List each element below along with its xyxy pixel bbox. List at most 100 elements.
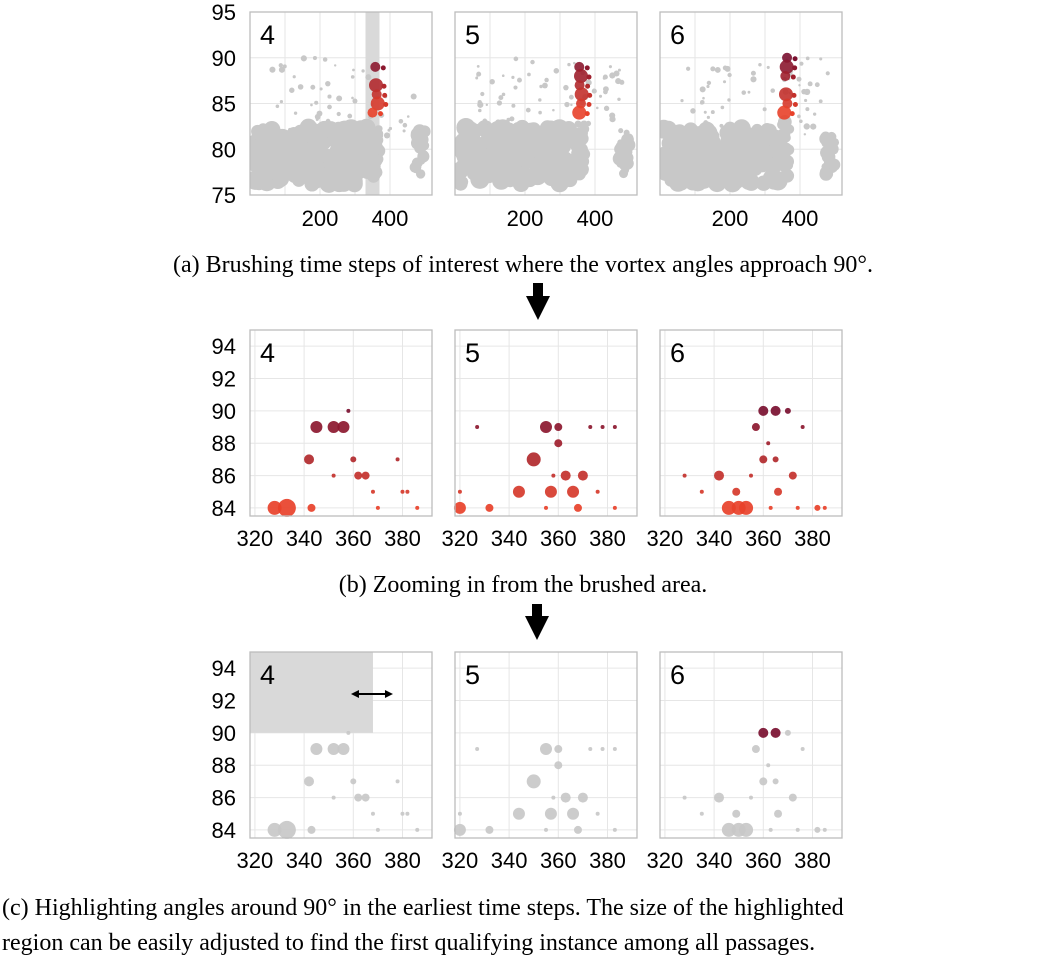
data-point xyxy=(768,827,773,832)
y-tick-label: 84 xyxy=(212,496,236,521)
point xyxy=(721,144,727,150)
point xyxy=(482,136,489,143)
data-point xyxy=(814,826,821,833)
point xyxy=(387,128,391,132)
point xyxy=(766,137,774,144)
point xyxy=(327,94,332,99)
point xyxy=(686,66,691,71)
point xyxy=(285,137,291,142)
point xyxy=(506,158,519,170)
point xyxy=(475,76,479,80)
point xyxy=(525,142,530,147)
x-tick-label: 400 xyxy=(372,206,409,231)
point xyxy=(410,93,417,100)
point xyxy=(378,132,382,136)
point xyxy=(372,164,381,173)
highlighted-point xyxy=(584,65,590,71)
data-point xyxy=(551,473,556,478)
point xyxy=(570,103,573,107)
arrow-down-icon xyxy=(525,604,549,640)
point xyxy=(618,169,629,179)
point xyxy=(572,166,586,181)
point xyxy=(517,153,531,168)
background-points xyxy=(455,56,636,193)
point xyxy=(485,103,489,107)
point xyxy=(274,133,280,139)
point xyxy=(310,84,316,90)
data-point xyxy=(540,743,552,756)
panel-5: 5 320 340 360 380 xyxy=(442,329,638,551)
point xyxy=(703,120,709,125)
point xyxy=(482,143,487,148)
data-point xyxy=(682,795,687,800)
point xyxy=(511,103,516,108)
point xyxy=(544,77,549,83)
point xyxy=(567,62,571,67)
data-point xyxy=(361,793,370,802)
point xyxy=(302,149,320,167)
point xyxy=(501,92,506,97)
data-point xyxy=(759,455,768,464)
y-tick-label: 85 xyxy=(212,92,236,117)
panel-frame xyxy=(659,11,843,196)
panel-4: 4 200 400 xyxy=(249,11,433,231)
point xyxy=(297,84,304,90)
data-point xyxy=(573,825,582,834)
point xyxy=(686,137,692,144)
point xyxy=(617,139,624,146)
data-point xyxy=(277,820,296,839)
point xyxy=(482,118,488,124)
caption-a: (a) Brushing time steps of interest wher… xyxy=(173,252,873,278)
panel-label: 4 xyxy=(260,660,275,690)
highlighted-point xyxy=(792,65,798,71)
point xyxy=(507,124,520,136)
data-point xyxy=(822,827,827,832)
data-point xyxy=(774,809,783,818)
point xyxy=(719,123,724,128)
data-point xyxy=(766,441,771,446)
point xyxy=(703,138,717,152)
point xyxy=(706,115,710,119)
data-point xyxy=(475,747,480,752)
highlighted-point xyxy=(789,111,795,117)
point xyxy=(803,88,811,96)
point xyxy=(608,65,612,69)
data-point xyxy=(400,811,405,816)
point xyxy=(361,69,365,73)
x-tick-label: 380 xyxy=(384,526,421,551)
point xyxy=(402,122,408,128)
x-tick-label: 320 xyxy=(647,526,684,551)
point xyxy=(825,71,830,76)
point xyxy=(804,98,808,103)
data-point xyxy=(405,811,410,816)
highlighted-point xyxy=(574,69,588,84)
point xyxy=(759,137,764,142)
panel-label: 5 xyxy=(465,20,480,50)
data-point xyxy=(544,827,548,832)
point xyxy=(279,100,284,104)
y-tick-label: 90 xyxy=(212,721,236,746)
data-point xyxy=(457,811,462,816)
point xyxy=(293,111,298,115)
point xyxy=(323,172,340,189)
point xyxy=(615,78,622,85)
point xyxy=(542,82,548,89)
data-point xyxy=(612,505,617,510)
point xyxy=(674,176,689,191)
data-point xyxy=(612,425,617,430)
point xyxy=(493,132,505,144)
point xyxy=(350,125,355,131)
point xyxy=(619,153,630,164)
highlighted-point xyxy=(792,56,798,62)
point xyxy=(553,68,560,74)
x-tick-label: 380 xyxy=(589,848,626,873)
point xyxy=(352,68,355,72)
data-point xyxy=(600,425,605,430)
point xyxy=(758,63,762,67)
x-tick-label: 400 xyxy=(782,206,819,231)
point xyxy=(318,145,324,151)
point xyxy=(719,124,736,141)
point xyxy=(549,140,563,155)
point xyxy=(409,161,421,173)
